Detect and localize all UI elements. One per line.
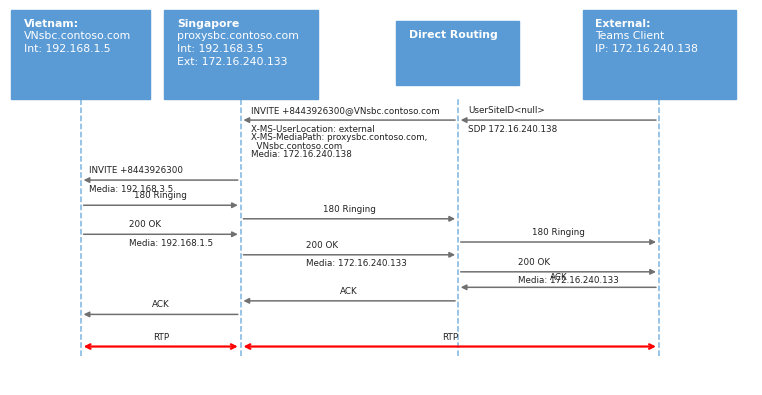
Text: 180 Ringing: 180 Ringing: [532, 228, 584, 237]
Text: Singapore: Singapore: [177, 19, 239, 29]
Text: RTP: RTP: [152, 333, 168, 342]
Text: Media: 172.16.240.133: Media: 172.16.240.133: [518, 276, 619, 286]
Text: 180 Ringing: 180 Ringing: [323, 205, 376, 214]
FancyBboxPatch shape: [583, 10, 736, 99]
Text: Media: 192.168.1.5: Media: 192.168.1.5: [129, 239, 213, 248]
Text: 180 Ringing: 180 Ringing: [134, 191, 187, 200]
Text: Ext: 172.16.240.133: Ext: 172.16.240.133: [177, 57, 287, 67]
Text: VNsbc.contoso.com: VNsbc.contoso.com: [24, 32, 131, 41]
Text: RTP: RTP: [442, 333, 458, 342]
Text: Int: 192.168.1.5: Int: 192.168.1.5: [24, 44, 110, 54]
Text: 200 OK: 200 OK: [518, 258, 550, 267]
Text: proxysbc.contoso.com: proxysbc.contoso.com: [177, 32, 299, 41]
Text: Direct Routing: Direct Routing: [408, 30, 498, 40]
Text: VNsbc.contoso.com: VNsbc.contoso.com: [251, 142, 343, 151]
Text: IP: 172.16.240.138: IP: 172.16.240.138: [595, 44, 698, 54]
FancyBboxPatch shape: [396, 21, 519, 85]
Text: INVITE +8443926300@VNsbc.contoso.com: INVITE +8443926300@VNsbc.contoso.com: [251, 106, 440, 115]
Text: Teams Client: Teams Client: [595, 32, 664, 41]
Text: ACK: ACK: [549, 273, 567, 282]
Text: Vietnam:: Vietnam:: [24, 19, 79, 29]
Text: 200 OK: 200 OK: [129, 220, 161, 229]
Text: Int: 192.168.3.5: Int: 192.168.3.5: [177, 44, 264, 54]
Text: 200 OK: 200 OK: [306, 241, 338, 250]
Text: X-MS-MediaPath: proxysbc.contoso.com,: X-MS-MediaPath: proxysbc.contoso.com,: [251, 133, 427, 142]
Text: ACK: ACK: [152, 300, 170, 309]
Text: UserSiteID<null>: UserSiteID<null>: [468, 106, 545, 115]
Text: Media: 172.16.240.133: Media: 172.16.240.133: [306, 260, 407, 269]
Text: INVITE +8443926300: INVITE +8443926300: [89, 166, 183, 175]
FancyBboxPatch shape: [165, 10, 318, 99]
Text: Media: 172.16.240.138: Media: 172.16.240.138: [251, 150, 352, 159]
Text: External:: External:: [595, 19, 651, 29]
Text: X-MS-UserLocation: external: X-MS-UserLocation: external: [251, 125, 375, 134]
Text: Media: 192.168.3.5: Media: 192.168.3.5: [89, 185, 173, 194]
FancyBboxPatch shape: [11, 10, 149, 99]
Text: SDP 172.16.240.138: SDP 172.16.240.138: [468, 125, 557, 134]
Text: ACK: ACK: [341, 287, 358, 296]
